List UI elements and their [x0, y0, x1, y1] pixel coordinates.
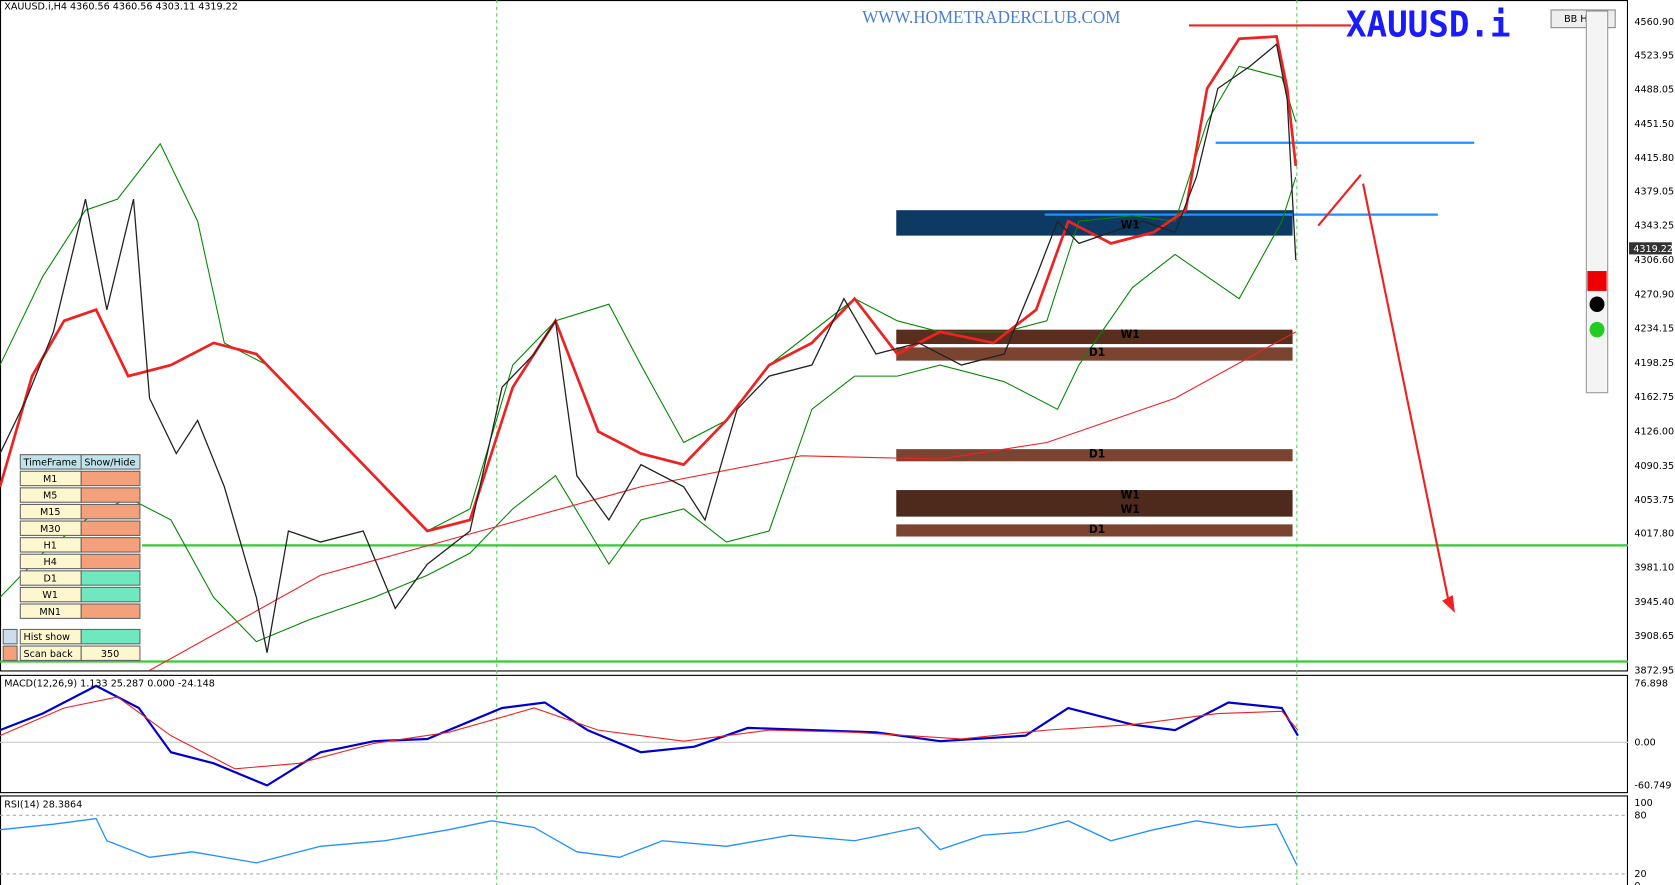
zone	[896, 449, 1293, 462]
price-label: 4523.95	[1634, 50, 1674, 61]
toolbar-frame	[1585, 10, 1609, 394]
zone-label: W1	[1121, 488, 1140, 501]
price-label: 4126.00	[1634, 426, 1674, 437]
arrow-head	[1442, 595, 1455, 613]
panel-row-label: D1	[43, 573, 56, 584]
price-label: 4053.75	[1634, 495, 1674, 506]
toolbar	[1585, 10, 1609, 394]
price-label: 4234.15	[1634, 323, 1674, 334]
panel-row-label: H1	[44, 540, 57, 551]
rsi-label: RSI(14) 28.3864	[4, 799, 82, 810]
symbol-title: XAUUSD.i	[1346, 5, 1511, 46]
zone	[896, 490, 1293, 517]
scan-input[interactable]	[80, 645, 141, 661]
price-label: 4198.25	[1634, 358, 1674, 369]
zone-label: W1	[1121, 328, 1140, 341]
projection-arrow	[1362, 183, 1451, 607]
macd-signal	[0, 696, 1299, 770]
panel-header: Show/Hide	[84, 457, 135, 468]
tool-clock[interactable]	[1589, 321, 1605, 338]
zone-label: D1	[1089, 346, 1105, 359]
moving-average-slow	[149, 331, 1297, 671]
panel-toggle[interactable]	[80, 520, 141, 536]
price-label: 4343.25	[1634, 221, 1674, 232]
price-label: 3908.65	[1634, 631, 1674, 642]
panel-toggle[interactable]	[80, 586, 141, 603]
symbol-info: XAUUSD.i,H4 4360.56 4360.56 4303.11 4319…	[4, 2, 238, 13]
panel-icon[interactable]	[2, 645, 18, 661]
panel-row-label: M5	[43, 491, 57, 502]
rsi-axis-label: 0	[1634, 881, 1640, 885]
panel-row-label: M30	[40, 524, 60, 535]
price-label: 4451.50	[1634, 119, 1674, 130]
price-label: 4017.80	[1634, 528, 1674, 539]
current-price: 4319.22	[1633, 244, 1673, 255]
panel-toggle[interactable]	[80, 537, 141, 553]
price-label: 4488.05	[1634, 85, 1674, 96]
panel-toggle[interactable]	[80, 603, 141, 619]
current-price-box	[1629, 242, 1672, 255]
zone-label: D1	[1089, 523, 1105, 536]
rsi-axis-label: 80	[1634, 810, 1646, 821]
price-path	[0, 43, 1297, 653]
price-label: 3981.10	[1634, 562, 1674, 573]
panel-header: TimeFrame	[23, 457, 77, 468]
moving-average	[0, 35, 1298, 533]
price-label: 4379.05	[1634, 186, 1674, 197]
price-label: 4090.35	[1634, 461, 1674, 472]
tool-width[interactable]	[1589, 296, 1605, 312]
bb-hide-label[interactable]: BB Hide	[1564, 14, 1602, 25]
price-pane	[0, 0, 1628, 672]
panel-toggle[interactable]	[80, 487, 141, 503]
price-label: 4162.75	[1634, 392, 1674, 403]
price-label: 4560.90	[1634, 17, 1674, 28]
price-label: 4415.80	[1634, 153, 1674, 164]
price-label: 3872.95	[1634, 665, 1674, 676]
panel-toggle[interactable]	[80, 470, 141, 487]
zone-label: W1	[1121, 219, 1140, 232]
macd-axis-label: 76.898	[1634, 679, 1668, 690]
rsi-line	[0, 817, 1298, 866]
macd-axis-label: -60.749	[1634, 780, 1671, 791]
bollinger-lower	[0, 176, 1297, 643]
price-label: 4270.90	[1634, 289, 1674, 300]
rsi-pane	[0, 795, 1628, 885]
timeframe-panel: TimeFrame Show/Hide M1 M5 M15 M30 H1 H4 D1 W1 MN1 H…	[2, 454, 141, 661]
panel-row-label: M1	[43, 474, 57, 485]
zone	[896, 524, 1293, 537]
scan-back-label: Scan back	[24, 649, 74, 660]
watermark: WWW.HOMETRADERCLUB.COM	[862, 8, 1120, 27]
macd-line	[0, 684, 1299, 787]
panel-toggle[interactable]	[80, 553, 141, 570]
macd-axis-label: 0.00	[1634, 737, 1655, 748]
rsi-axis-label: 100	[1634, 798, 1652, 809]
panel-toggle[interactable]	[80, 570, 141, 586]
panel-row-label: MN1	[39, 607, 61, 618]
price-label: 4306.60	[1634, 255, 1674, 266]
zone-label: W1	[1121, 503, 1140, 516]
projection-line	[1317, 174, 1362, 227]
panel-row-label: W1	[42, 590, 58, 601]
panel-icon[interactable]	[2, 628, 18, 645]
bollinger-upper	[0, 65, 1297, 532]
zone	[896, 347, 1293, 361]
macd-label: MACD(12,26,9) 1.133 25.287 0.000 -24.148	[4, 679, 215, 690]
panel-toggle[interactable]	[80, 503, 141, 520]
panel-row-label: M15	[40, 507, 60, 518]
rsi-axis-label: 20	[1634, 869, 1646, 880]
macd-pane	[0, 674, 1628, 794]
scan-back-value: 350	[101, 649, 119, 660]
hist-show-label: Hist show	[24, 632, 70, 643]
price-label: 3945.40	[1634, 597, 1674, 608]
zone-label: D1	[1089, 448, 1105, 461]
hist-toggle[interactable]	[80, 628, 141, 645]
panel-header-cell	[80, 454, 141, 470]
panel-row-label: H4	[44, 557, 57, 568]
tool-color[interactable]	[1587, 271, 1607, 291]
